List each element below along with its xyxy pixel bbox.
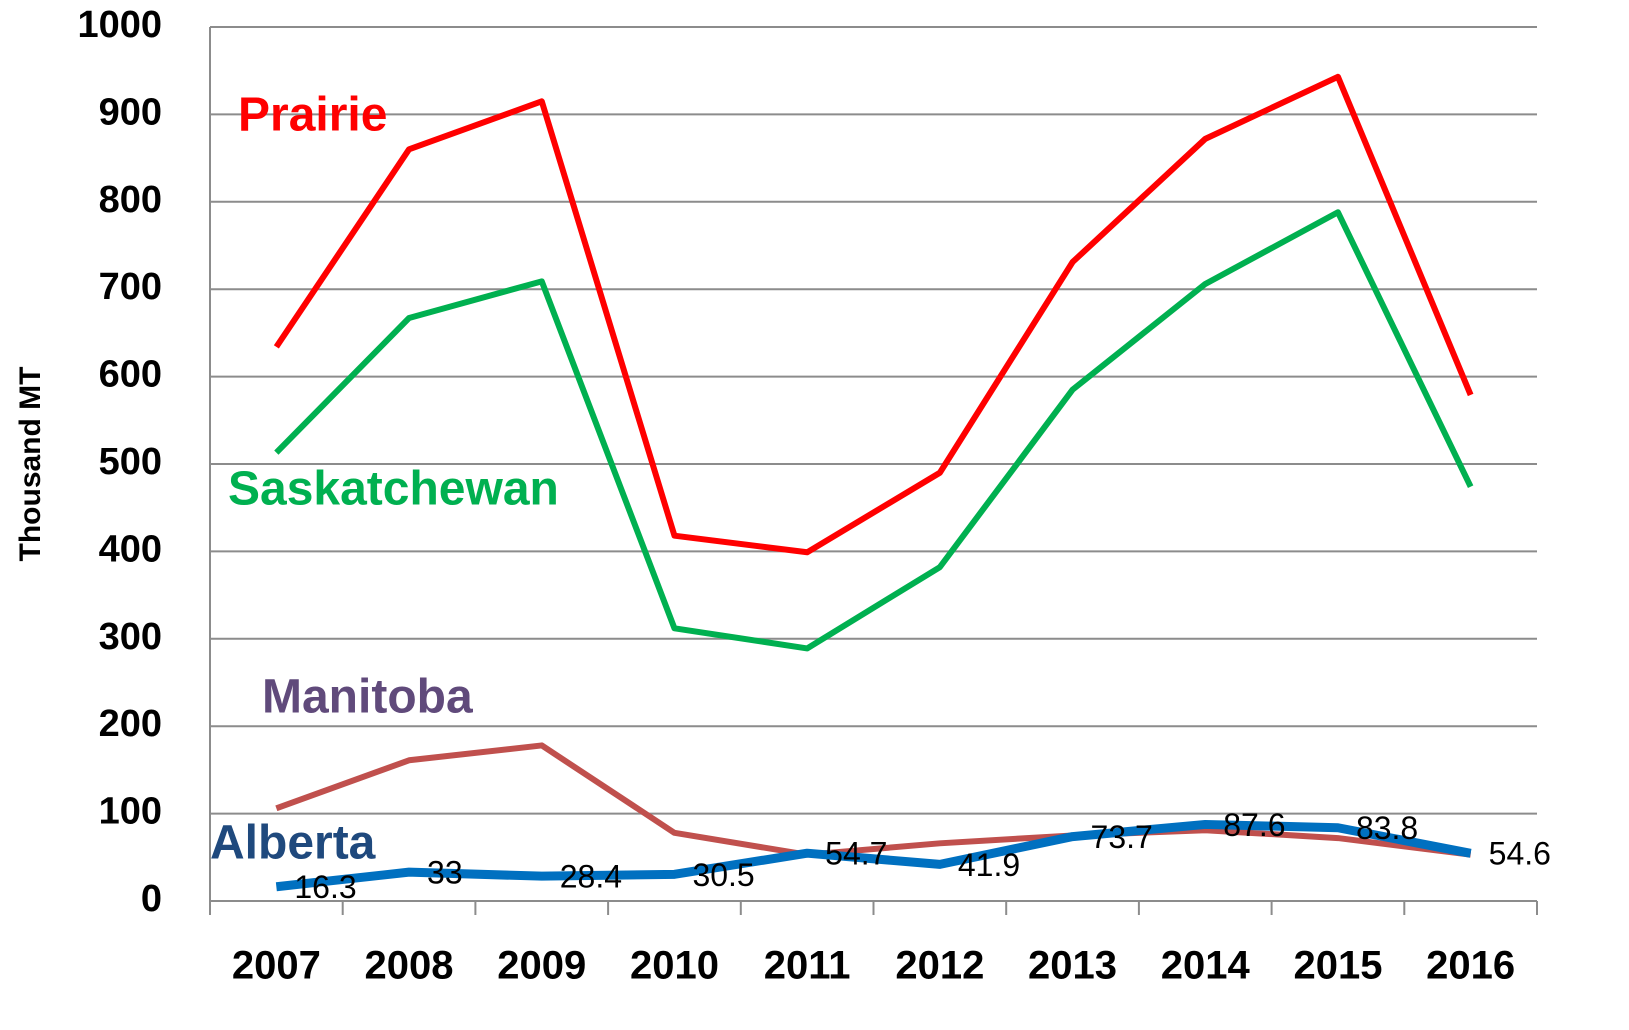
series-line [275, 742, 1472, 858]
data-label: 87.6 [1223, 807, 1285, 843]
series-line [274, 209, 1474, 652]
series-label: Manitoba [262, 671, 473, 724]
data-label: 33 [427, 855, 463, 891]
series-label: Saskatchewan [228, 463, 559, 516]
y-tick-label: 600 [99, 354, 162, 396]
data-label: 30.5 [692, 857, 754, 893]
series-label: Alberta [210, 817, 376, 870]
y-tick-label: 1000 [77, 4, 162, 46]
data-label: 28.4 [560, 859, 622, 895]
x-tick-label: 2016 [1426, 944, 1515, 988]
x-tick-label: 2014 [1161, 944, 1251, 988]
y-tick-label: 300 [99, 616, 162, 658]
data-label: 16.3 [294, 869, 356, 905]
y-tick-label: 0 [141, 878, 162, 920]
x-tick-label: 2009 [497, 944, 586, 988]
y-tick-label: 200 [99, 703, 162, 745]
y-axis-label: Thousand MT [14, 367, 47, 562]
y-tick-label: 900 [99, 91, 162, 133]
series-line [273, 73, 1474, 556]
y-tick-label: 400 [99, 528, 162, 570]
series-label: Prairie [238, 89, 387, 142]
x-tick-label: 2007 [232, 944, 321, 988]
y-tick-label: 100 [99, 791, 162, 833]
data-label: 54.7 [825, 836, 887, 872]
data-label: 83.8 [1356, 810, 1418, 846]
y-tick-label: 800 [99, 179, 162, 221]
x-tick-label: 2012 [895, 944, 984, 988]
x-tick-label: 2015 [1293, 944, 1382, 988]
x-tick-label: 2008 [365, 944, 454, 988]
x-tick-label: 2011 [764, 944, 851, 988]
x-tick-label: 2013 [1028, 944, 1117, 988]
data-label: 41.9 [958, 847, 1020, 883]
series-line [275, 819, 1472, 892]
y-tick-label: 500 [99, 441, 162, 483]
x-tick-label: 2010 [630, 944, 719, 988]
data-label: 54.6 [1489, 836, 1551, 872]
data-label: 73.7 [1091, 819, 1153, 855]
y-tick-label: 700 [99, 266, 162, 308]
